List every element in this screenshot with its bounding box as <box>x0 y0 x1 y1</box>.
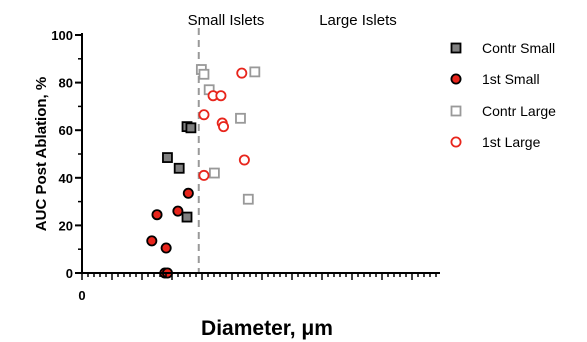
data-point-1st-small <box>160 242 172 254</box>
data-point-contr-large <box>249 66 261 78</box>
legend-marker-1st-small <box>450 73 462 85</box>
data-point-1st-large <box>198 169 210 181</box>
x-axis-label: Diameter, μm <box>201 317 333 340</box>
legend: Contr Small 1st Small Contr Large 1st Large <box>450 40 556 150</box>
data-point-1st-small <box>172 205 184 217</box>
y-tick-label: 40 <box>59 171 73 186</box>
data-point-1st-small <box>146 235 158 247</box>
axes <box>75 33 440 280</box>
legend-marker-contr-large <box>450 105 462 117</box>
data-point-contr-small <box>181 211 193 223</box>
data-point-1st-large <box>215 90 227 102</box>
y-axis-label: AUC Post Ablation, % <box>33 77 50 231</box>
data-point-contr-large <box>242 193 254 205</box>
y-tick-label: 0 <box>66 266 73 281</box>
y-tick-label: 100 <box>51 28 73 43</box>
legend-label-1st-large: 1st Large <box>482 134 541 150</box>
data-point-contr-large <box>235 112 246 124</box>
data-point-contr-small <box>185 122 197 134</box>
y-tick-label: 20 <box>59 218 73 233</box>
data-point-1st-large <box>238 154 250 166</box>
data-point-1st-large <box>236 67 248 79</box>
legend-marker-contr-small <box>450 42 462 54</box>
data-point-1st-large <box>198 109 210 121</box>
data-point-contr-small <box>173 162 185 174</box>
data-point-contr-small <box>162 152 173 163</box>
y-tick-label: 60 <box>59 123 73 138</box>
y-tick-label: 80 <box>59 76 73 91</box>
legend-label-1st-small: 1st Small <box>482 71 540 87</box>
data-point-contr-large <box>198 68 210 80</box>
labels: 0 20 40 60 80 100 0 Diameter, μm AUC Post Ablati… <box>33 12 397 340</box>
data-point-1st-small <box>151 209 163 221</box>
data-point-1st-small <box>182 187 194 199</box>
legend-label-contr-large: Contr Large <box>482 103 556 119</box>
legend-marker-1st-large <box>450 136 462 148</box>
legend-label-contr-small: Contr Small <box>482 40 555 56</box>
x-tick-label: 0 <box>78 288 85 303</box>
data-point-contr-large <box>208 167 220 179</box>
small-islets-label: Small Islets <box>188 12 265 29</box>
large-islets-label: Large Islets <box>319 12 397 29</box>
plot-marks <box>146 28 261 279</box>
data-point-1st-large <box>218 121 230 133</box>
